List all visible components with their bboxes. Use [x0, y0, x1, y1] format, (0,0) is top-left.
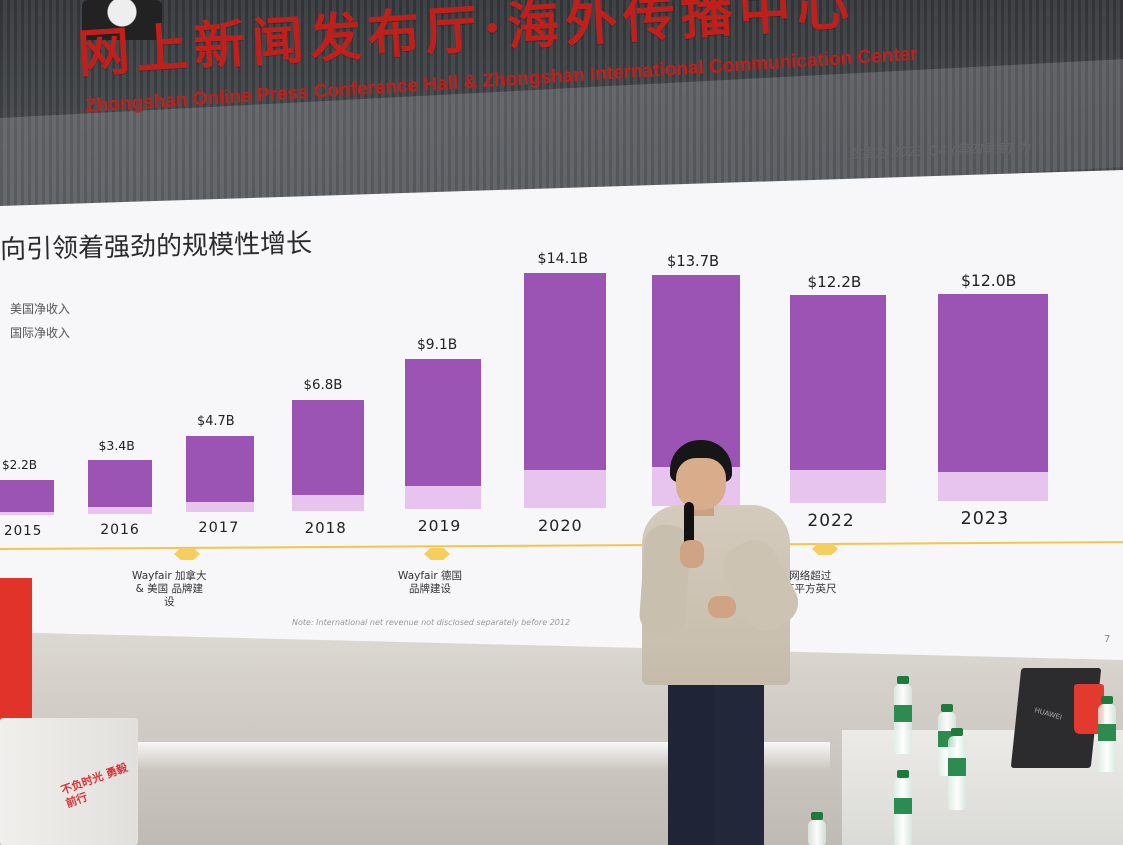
- bar-2016: [88, 459, 152, 514]
- bar-value-label: $4.7B: [197, 414, 235, 430]
- bar-2019: [405, 358, 481, 509]
- slide-page-number: 7: [1104, 634, 1111, 645]
- bar-value-label: $12.0B: [961, 271, 1017, 290]
- year-tick-label: 2019: [417, 517, 462, 535]
- bar-2023: [938, 293, 1048, 501]
- bar-value-label: $14.1B: [537, 250, 589, 267]
- bar-segment-international-2017: [186, 502, 254, 512]
- bar-segment-international-2015: [0, 511, 54, 515]
- bar-segment-us-2021: [652, 274, 740, 467]
- bar-segment-us-2016: [88, 459, 152, 508]
- timeline-marker: [812, 543, 838, 555]
- year-tick-label: 2016: [100, 522, 140, 538]
- year-tick-label: 2017: [198, 520, 240, 536]
- bar-segment-us-2022: [790, 294, 886, 470]
- water-bottle: [894, 770, 912, 845]
- timeline-marker: [424, 548, 450, 560]
- bar-2020: [524, 272, 606, 508]
- year-tick-label: 2020: [538, 516, 583, 535]
- bar-2022: [790, 294, 886, 503]
- bar-segment-us-2020: [524, 272, 606, 471]
- slide-footnote: Note: International net revenue not disc…: [292, 618, 571, 627]
- timeline-marker: [174, 548, 200, 560]
- red-wall-panel: [0, 578, 32, 728]
- bar-segment-us-2017: [186, 436, 254, 503]
- legend-label: 国际净收入: [10, 326, 71, 340]
- bar-2015: [0, 480, 54, 515]
- bar-value-label: $13.7B: [667, 252, 720, 270]
- legend-item-us: 美国净收入: [10, 300, 70, 317]
- bar-value-label: $3.4B: [98, 437, 135, 453]
- speaker-trousers-left: [668, 680, 716, 845]
- water-bottle: [894, 676, 912, 754]
- bar-segment-us-2018: [292, 400, 364, 496]
- legend-item-international: 国际净收入: [10, 324, 70, 341]
- legend-label: 美国净收入: [10, 302, 71, 316]
- year-tick-label: 2015: [4, 523, 43, 539]
- bar-value-label: $12.2B: [807, 272, 862, 291]
- spotlight-lamp: [82, 0, 162, 40]
- speaker-trousers-right: [714, 680, 764, 845]
- bar-segment-international-2022: [790, 469, 886, 503]
- microphone: [684, 502, 694, 550]
- bar-value-label: $2.2B: [2, 458, 37, 473]
- milestone-network: 网络超过 万平方英尺: [784, 570, 837, 595]
- bar-segment-international-2016: [88, 507, 152, 514]
- year-tick-label: 2018: [304, 519, 347, 537]
- bar-value-label: $9.1B: [417, 336, 458, 353]
- bar-2017: [186, 436, 254, 512]
- speaker-hand-right: [708, 596, 736, 618]
- milestone-canada-us: Wayfair 加拿大 & 美国 品牌建 设: [132, 570, 207, 608]
- podium: [0, 718, 138, 845]
- bar-segment-us-2023: [938, 293, 1048, 472]
- milestone-germany: Wayfair 德国 品牌建设: [398, 570, 463, 595]
- bar-2018: [292, 400, 364, 511]
- bar-segment-international-2023: [938, 472, 1048, 501]
- slide-title: 向引领着强劲的规模性增长: [0, 228, 313, 266]
- water-bottle: [948, 728, 966, 810]
- bar-segment-international-2020: [524, 470, 606, 508]
- speaker-face: [676, 458, 726, 510]
- year-tick-label: 2022: [807, 511, 855, 531]
- bar-segment-us-2019: [405, 358, 481, 487]
- ceiling-panels: [0, 0, 1123, 230]
- bar-segment-us-2015: [0, 480, 54, 512]
- bar-segment-international-2019: [405, 486, 481, 509]
- bar-segment-international-2018: [292, 495, 364, 511]
- water-bottle: [808, 812, 826, 845]
- bar-value-label: $6.8B: [303, 378, 343, 394]
- speaker-hand-left: [680, 540, 704, 568]
- water-bottle: [1098, 696, 1116, 772]
- year-tick-label: 2023: [960, 509, 1010, 529]
